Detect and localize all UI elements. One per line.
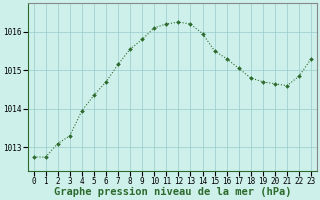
X-axis label: Graphe pression niveau de la mer (hPa): Graphe pression niveau de la mer (hPa) <box>54 187 291 197</box>
